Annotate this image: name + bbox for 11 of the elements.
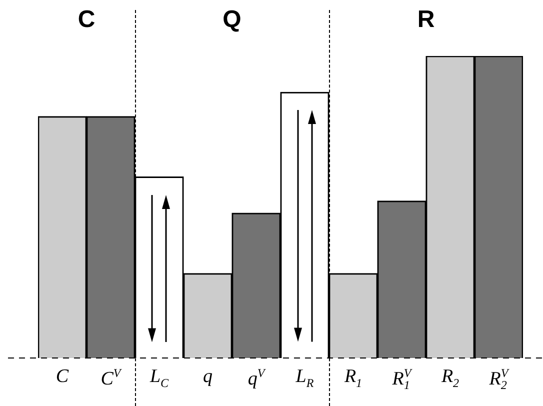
x-tick-label: R$_{2}$ [441, 366, 460, 391]
x-tick-label: q [203, 366, 212, 388]
x-tick-label: C [56, 366, 69, 388]
text: Q [222, 6, 242, 34]
text: R [417, 6, 435, 34]
text: C [78, 6, 96, 34]
x-tick-label: L$_{C}$ [150, 366, 169, 391]
x-tick-label: C$^{V}$ [100, 366, 121, 390]
x-tick-label: R$_{1}$ [344, 366, 362, 391]
x-tick-label: q$^{V}$ [248, 366, 265, 390]
x-tick-label: L$_{R}$ [296, 366, 314, 391]
